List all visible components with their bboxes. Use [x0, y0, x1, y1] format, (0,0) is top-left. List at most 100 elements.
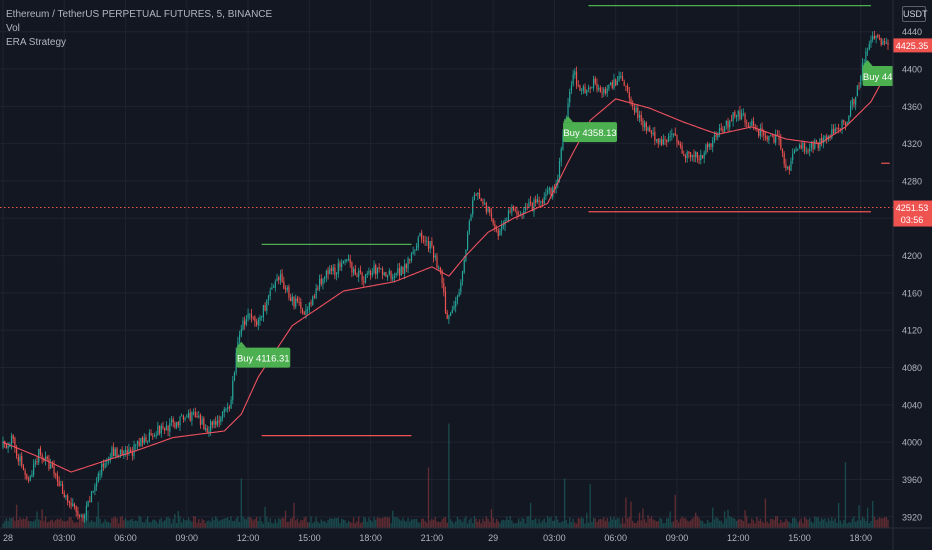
volume-bar	[657, 521, 659, 528]
candle-body	[633, 107, 636, 112]
time-axis-background	[0, 528, 932, 550]
strategy-indicator-label[interactable]: ERA Strategy	[6, 37, 67, 48]
volume-bar	[809, 517, 811, 528]
volume-bar	[322, 521, 324, 528]
volume-bar	[395, 517, 397, 528]
volume-bar	[625, 497, 627, 528]
candle-body	[885, 43, 887, 44]
candle-body	[434, 255, 436, 258]
volume-bar	[313, 521, 316, 528]
volume-bar	[533, 519, 535, 528]
volume-bar	[492, 517, 494, 528]
candle-body	[642, 120, 644, 127]
volume-bar	[637, 520, 639, 528]
candle-body	[759, 128, 761, 136]
candle-body	[775, 134, 777, 143]
candle-body	[337, 263, 339, 274]
volume-bar	[226, 517, 229, 528]
price-tick-label: 3920	[902, 512, 922, 522]
candle-body	[426, 241, 428, 242]
volume-bar	[228, 520, 231, 528]
volume-bar	[415, 518, 418, 528]
candle-body	[216, 420, 219, 425]
volume-bar	[638, 512, 641, 528]
volume-bar	[609, 516, 612, 528]
candle-body	[385, 272, 387, 277]
candle-body	[880, 37, 882, 45]
volume-bar	[494, 522, 496, 528]
volume-bar	[347, 520, 350, 528]
candle-body	[713, 135, 715, 142]
volume-bar	[361, 522, 363, 528]
candle-body	[596, 83, 598, 90]
candle-body	[196, 416, 198, 418]
volume-bar	[53, 521, 55, 528]
volume-bar	[288, 521, 290, 528]
volume-indicator-label[interactable]: Vol	[6, 23, 20, 34]
candle-body	[148, 432, 150, 442]
candle-body	[238, 334, 241, 342]
volume-bar	[189, 520, 191, 528]
volume-bar	[793, 517, 796, 528]
volume-bar	[2, 523, 4, 528]
candle-body	[737, 110, 739, 117]
candle-body	[686, 151, 688, 159]
candle-body	[589, 87, 591, 89]
candle-body	[725, 120, 727, 126]
currency-unit-button[interactable]: USDT	[902, 6, 928, 22]
volume-bar	[179, 516, 181, 528]
symbol-title[interactable]: Ethereum / TetherUS PERPETUAL FUTURES, 5…	[6, 9, 273, 20]
volume-bar	[177, 510, 179, 528]
volume-bar	[866, 507, 869, 528]
volume-bar	[647, 515, 649, 528]
volume-bar	[621, 517, 624, 528]
volume-bar	[715, 516, 717, 528]
volume-bar	[829, 520, 831, 528]
volume-bar	[7, 521, 9, 528]
candle-body	[101, 463, 103, 475]
candle-body	[548, 188, 550, 191]
volume-bar	[422, 518, 425, 528]
candle-body	[259, 317, 261, 321]
volume-bar	[519, 521, 522, 528]
candle-body	[780, 139, 782, 149]
volume-bar	[36, 511, 38, 528]
volume-bar	[448, 423, 450, 528]
volume-bar	[243, 518, 246, 528]
candle-body	[681, 145, 683, 154]
candle-body	[298, 301, 300, 303]
volume-bar	[82, 516, 84, 528]
candle-body	[458, 292, 460, 297]
volume-bar	[543, 518, 545, 528]
volume-bar	[123, 520, 125, 528]
volume-bar	[68, 516, 71, 528]
candle-body	[841, 119, 843, 131]
volume-bar	[153, 519, 156, 528]
volume-bar	[611, 519, 613, 528]
candle-body	[843, 120, 845, 123]
candle-body	[119, 449, 122, 455]
candle-body	[273, 287, 275, 288]
volume-bar	[718, 520, 721, 528]
candle-body	[691, 155, 693, 157]
candle-body	[865, 51, 867, 64]
candle-body	[63, 493, 65, 498]
volume-bar	[167, 516, 169, 528]
price-tick-label: 4160	[902, 288, 922, 298]
candle-body	[696, 152, 698, 159]
candle-body	[247, 313, 249, 319]
candle-body	[364, 274, 367, 283]
candle-body	[373, 265, 375, 274]
volume-bar	[579, 518, 581, 528]
candle-body	[856, 85, 858, 97]
volume-bar	[846, 523, 848, 528]
volume-bar	[878, 517, 881, 528]
volume-bar	[528, 516, 530, 528]
candle-body	[451, 309, 453, 313]
volume-bar	[514, 523, 516, 528]
volume-bar	[409, 521, 411, 528]
volume-bar	[99, 518, 101, 528]
candle-body	[613, 79, 615, 89]
volume-bar	[756, 516, 758, 528]
